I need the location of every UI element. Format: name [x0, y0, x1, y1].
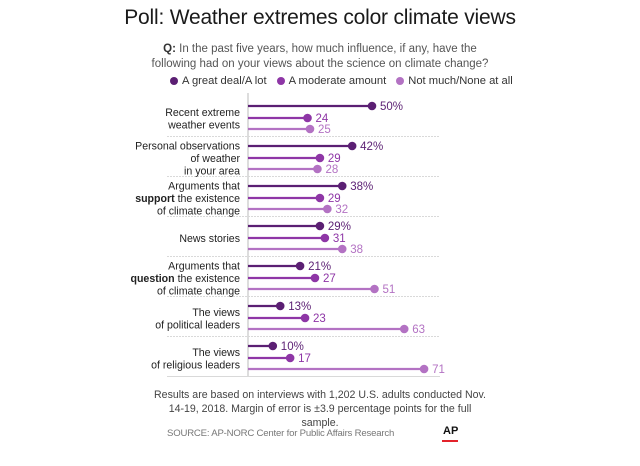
lollipop-dot — [303, 113, 312, 123]
legend: A great deal/A lot A moderate amount Not… — [170, 75, 513, 87]
value-label: 21% — [308, 261, 331, 273]
value-label: 31 — [333, 233, 346, 245]
lollipop-dot — [370, 284, 379, 294]
value-label: 29% — [328, 221, 351, 233]
lollipop-dot — [323, 204, 332, 214]
value-label: 13% — [288, 301, 311, 313]
value-label: 10% — [281, 341, 304, 353]
ap-logo-underline — [442, 440, 458, 442]
lollipop-dot — [315, 153, 325, 163]
legend-dot-icon — [276, 77, 285, 85]
category-label: question the existence — [130, 273, 240, 285]
lollipop-dot — [315, 193, 325, 203]
category-label-emphasis: support — [135, 193, 175, 205]
value-label: 29 — [328, 153, 341, 165]
value-label: 42% — [360, 141, 383, 153]
chart-title: Poll: Weather extremes color climate vie… — [124, 6, 516, 29]
legend-label: Not much/None at all — [408, 75, 513, 87]
methodology-note: Results are based on interviews with 1,2… — [154, 389, 486, 429]
value-label: 71 — [432, 364, 445, 376]
lollipop-dot — [285, 353, 295, 363]
lollipop-dot — [310, 273, 320, 283]
survey-question: Q: In the past five years, how much infl… — [150, 42, 490, 72]
category-label: in your area — [184, 166, 240, 178]
category-label: support the existence — [135, 193, 240, 205]
category-label: weather events — [167, 119, 240, 131]
value-label: 32 — [335, 204, 348, 216]
lollipop-dot — [305, 124, 315, 134]
value-label: 24 — [316, 113, 329, 125]
legend-label: A great deal/A lot — [182, 75, 267, 87]
category-label: Arguments that — [168, 181, 240, 193]
legend-dot-icon — [396, 77, 405, 85]
source-credit: SOURCE: AP-NORC Center for Public Affair… — [167, 428, 395, 439]
lollipop-dot — [315, 221, 325, 231]
lollipop-dot — [337, 181, 347, 191]
lollipop-dot — [275, 301, 285, 311]
value-label: 28 — [325, 164, 338, 176]
lollipop-dot — [399, 324, 409, 334]
value-label: 29 — [328, 193, 341, 205]
category-label-rest: the existence — [175, 273, 240, 285]
lollipop-dot — [337, 244, 347, 254]
legend-item-great-deal: A great deal/A lot — [170, 75, 267, 87]
ap-logo: AP — [443, 425, 459, 437]
category-label: of religious leaders — [151, 359, 240, 371]
value-label: 51 — [382, 284, 395, 296]
lollipop-dot — [295, 261, 305, 271]
value-label: 17 — [298, 353, 311, 365]
value-label: 63 — [412, 324, 425, 336]
value-label: 25 — [318, 124, 331, 136]
lollipop-dot — [419, 364, 429, 374]
category-label: Recent extreme — [165, 107, 240, 119]
lollipop-dot — [367, 101, 377, 111]
lollipop-dot — [300, 313, 310, 323]
category-label: Arguments that — [168, 261, 240, 273]
category-label: of political leaders — [155, 319, 240, 331]
category-label-rest: the existence — [175, 193, 240, 205]
lollipop-dot — [347, 141, 357, 151]
category-label: of climate change — [157, 286, 240, 298]
category-label: Personal observations — [135, 141, 240, 153]
legend-label: A moderate amount — [288, 75, 387, 87]
legend-dot-icon — [170, 77, 178, 85]
category-label: News stories — [179, 233, 240, 245]
value-label: 27 — [323, 273, 336, 285]
value-label: 38 — [350, 244, 363, 256]
category-label-emphasis: question — [130, 273, 174, 285]
question-text: In the past five years, how much influen… — [151, 43, 489, 70]
lollipop-dot — [313, 164, 322, 174]
lollipop-dot — [320, 233, 330, 243]
category-label: of climate change — [157, 206, 240, 218]
lollipop-dot — [268, 341, 278, 351]
category-label: of weather — [191, 153, 241, 165]
question-prefix: Q: — [163, 43, 176, 55]
category-label: The views — [192, 347, 240, 359]
category-label: The views — [192, 307, 240, 319]
value-label: 50% — [380, 101, 403, 113]
value-label: 38% — [350, 181, 373, 193]
legend-item-moderate: A moderate amount — [276, 75, 387, 87]
legend-item-not-much: Not much/None at all — [396, 75, 513, 87]
value-label: 23 — [313, 313, 326, 325]
